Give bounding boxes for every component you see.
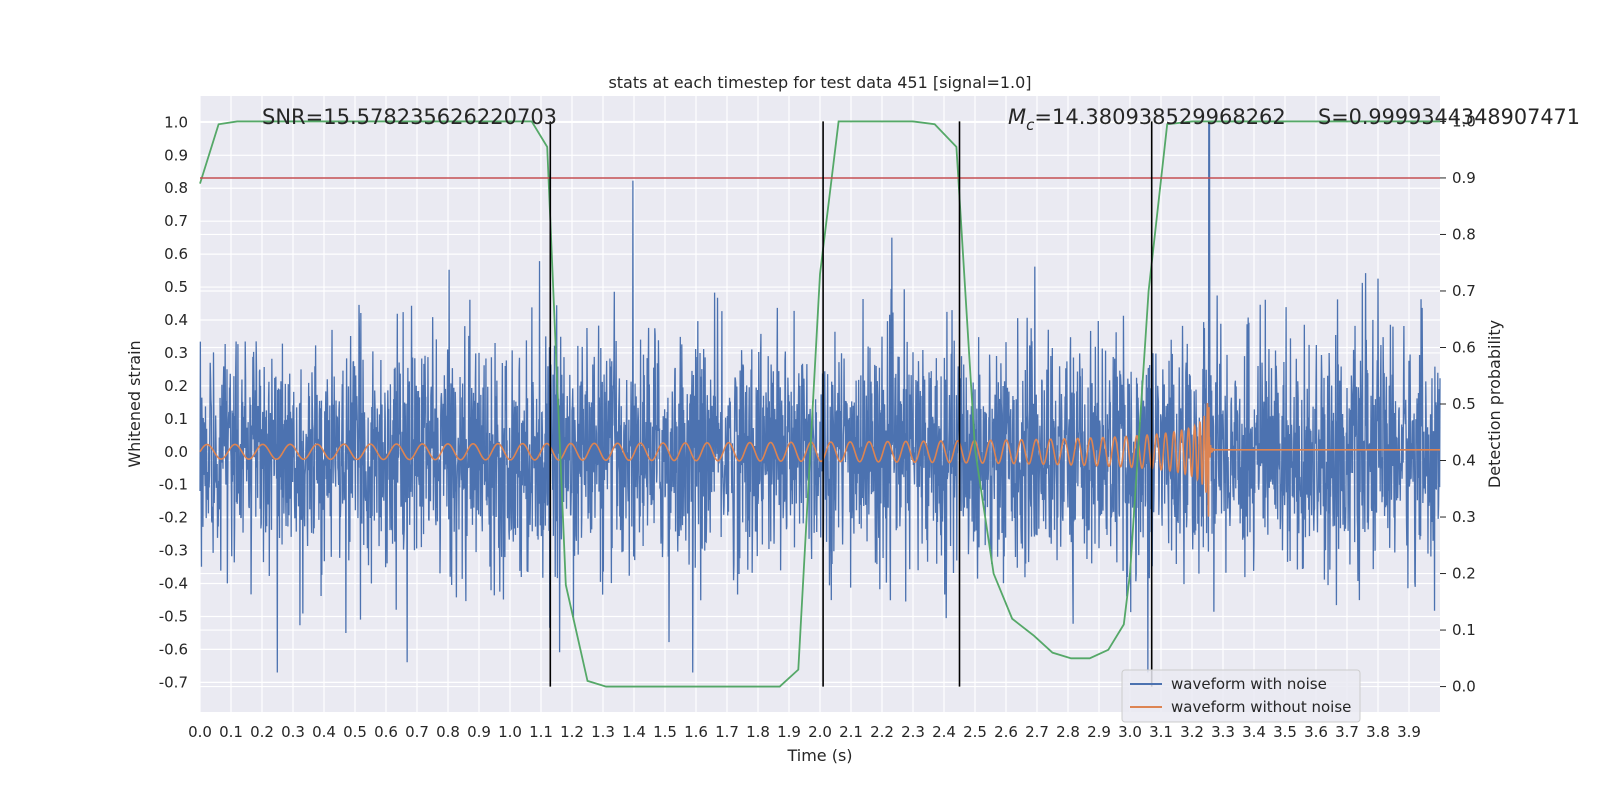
x-tick-label: 1.5: [653, 723, 677, 741]
x-tick-label: 1.0: [498, 723, 522, 741]
x-tick-label: 2.4: [932, 723, 956, 741]
x-tick-label: 2.9: [1087, 723, 1111, 741]
snr-annotation: SNR=15.578235626220703: [262, 105, 557, 129]
left-y-tick-label: 0.2: [164, 377, 188, 395]
chart-title: stats at each timestep for test data 451…: [608, 73, 1031, 92]
x-tick-label: 2.5: [963, 723, 987, 741]
left-y-axis-ticks: 1.0 0.9 0.8 0.7 0.6 0.5 0.4 0.3 0.2 0.1 0.0 -0.1 -0.…: [159, 113, 188, 691]
left-y-tick-label: 0.7: [164, 212, 188, 230]
x-tick-label: 0.8: [436, 723, 460, 741]
x-tick-label: 0.9: [467, 723, 491, 741]
x-tick-label: 3.1: [1149, 723, 1173, 741]
mc-annotation: Mc=14.380938529968262: [1008, 105, 1286, 134]
x-tick-label: 3.0: [1118, 723, 1142, 741]
mc-value: =14.380938529968262: [1034, 105, 1285, 129]
x-axis-title: Time (s): [786, 746, 852, 765]
right-y-tick-label: 0.3: [1452, 508, 1476, 526]
right-y-tick-label: 0.6: [1452, 338, 1476, 356]
right-y-tick-label: 0.0: [1452, 678, 1476, 696]
x-tick-label: 2.1: [839, 723, 863, 741]
right-y-tick-label: 0.1: [1452, 621, 1476, 639]
x-tick-label: 1.1: [529, 723, 553, 741]
vertical-markers: [549, 121, 1153, 687]
right-y-tick-label: 1.0: [1452, 112, 1476, 130]
left-y-tick-label: -0.5: [159, 607, 188, 625]
legend-label-noise: waveform with noise: [1171, 675, 1327, 693]
x-tick-label: 1.7: [715, 723, 739, 741]
x-tick-label: 2.2: [870, 723, 894, 741]
left-y-tick-label: 0.1: [164, 410, 188, 428]
left-y-axis-title: Whitened strain: [125, 340, 144, 467]
x-tick-label: 2.7: [1025, 723, 1049, 741]
x-tick-label: 0.5: [343, 723, 367, 741]
x-tick-label: 0.7: [405, 723, 429, 741]
x-tick-label: 0.2: [250, 723, 274, 741]
x-tick-label: 3.5: [1273, 723, 1297, 741]
mc-subscript: c: [1026, 116, 1035, 134]
x-tick-label: 1.6: [684, 723, 708, 741]
x-tick-label: 0.4: [312, 723, 336, 741]
x-tick-label: 2.3: [901, 723, 925, 741]
right-y-tick-label: 0.8: [1452, 225, 1476, 243]
noise-waveform-line: [199, 121, 1441, 673]
x-tick-label: 3.9: [1397, 723, 1421, 741]
x-tick-label: 1.8: [746, 723, 770, 741]
right-y-tick-label: 0.2: [1452, 565, 1476, 583]
left-y-tick-label: -0.1: [159, 476, 188, 494]
left-y-tick-label: -0.6: [159, 640, 188, 658]
legend-box: [1121, 669, 1361, 723]
detection-probability-line: [199, 120, 1440, 688]
left-y-tick-label: 0.8: [164, 179, 188, 197]
legend: waveform with noise waveform without noi…: [1121, 669, 1361, 723]
left-y-tick-label: -0.7: [159, 673, 188, 691]
series-waveform-with-noise: [199, 121, 1441, 673]
x-tick-label: 1.9: [777, 723, 801, 741]
x-tick-label: 2.6: [994, 723, 1018, 741]
left-y-tick-label: -0.4: [159, 575, 188, 593]
right-y-axis-ticks: 1.0 0.9 0.8 0.7 0.6 0.5 0.4 0.3 0.2 0.1 0.0: [1440, 112, 1476, 696]
right-y-tick-label: 0.4: [1452, 452, 1476, 470]
x-tick-label: 3.3: [1211, 723, 1235, 741]
right-y-tick-label: 0.9: [1452, 169, 1476, 187]
left-y-tick-label: -0.2: [159, 509, 188, 527]
x-tick-label: 3.2: [1180, 723, 1204, 741]
x-tick-label: 1.4: [622, 723, 646, 741]
left-y-tick-label: 1.0: [164, 113, 188, 131]
clean-waveform-line: [199, 403, 1440, 517]
x-axis-ticks: 0.0 0.1 0.2 0.3 0.4 0.5 0.6 0.7 0.8 0.9 1.0 1.1 1.2 1…: [188, 723, 1421, 741]
right-y-axis-title: Detection probability: [1485, 320, 1504, 488]
s-annotation: S=0.9999344348907471: [1318, 105, 1580, 129]
x-tick-label: 0.0: [188, 723, 212, 741]
x-tick-label: 0.1: [219, 723, 243, 741]
x-tick-label: 3.4: [1242, 723, 1266, 741]
left-y-tick-label: 0.5: [164, 278, 188, 296]
series-waveform-without-noise: [199, 403, 1440, 517]
grid: [199, 96, 1440, 712]
x-tick-label: 0.6: [374, 723, 398, 741]
x-tick-label: 3.7: [1335, 723, 1359, 741]
x-tick-label: 2.8: [1056, 723, 1080, 741]
left-y-tick-label: 0.9: [164, 146, 188, 164]
x-tick-label: 3.8: [1366, 723, 1390, 741]
x-tick-label: 0.3: [281, 723, 305, 741]
x-tick-label: 2.0: [808, 723, 832, 741]
right-y-tick-label: 0.5: [1452, 395, 1476, 413]
x-tick-label: 1.3: [591, 723, 615, 741]
left-y-tick-label: 0.0: [164, 443, 188, 461]
left-y-tick-label: 0.3: [164, 344, 188, 362]
x-tick-label: 3.6: [1304, 723, 1328, 741]
left-y-tick-label: 0.6: [164, 245, 188, 263]
legend-label-clean: waveform without noise: [1171, 698, 1351, 716]
right-y-tick-label: 0.7: [1452, 282, 1476, 300]
left-y-tick-label: -0.3: [159, 542, 188, 560]
x-tick-label: 1.2: [560, 723, 584, 741]
mc-symbol: M: [1008, 105, 1026, 129]
series-detection-probability: [199, 120, 1440, 688]
left-y-tick-label: 0.4: [164, 311, 188, 329]
